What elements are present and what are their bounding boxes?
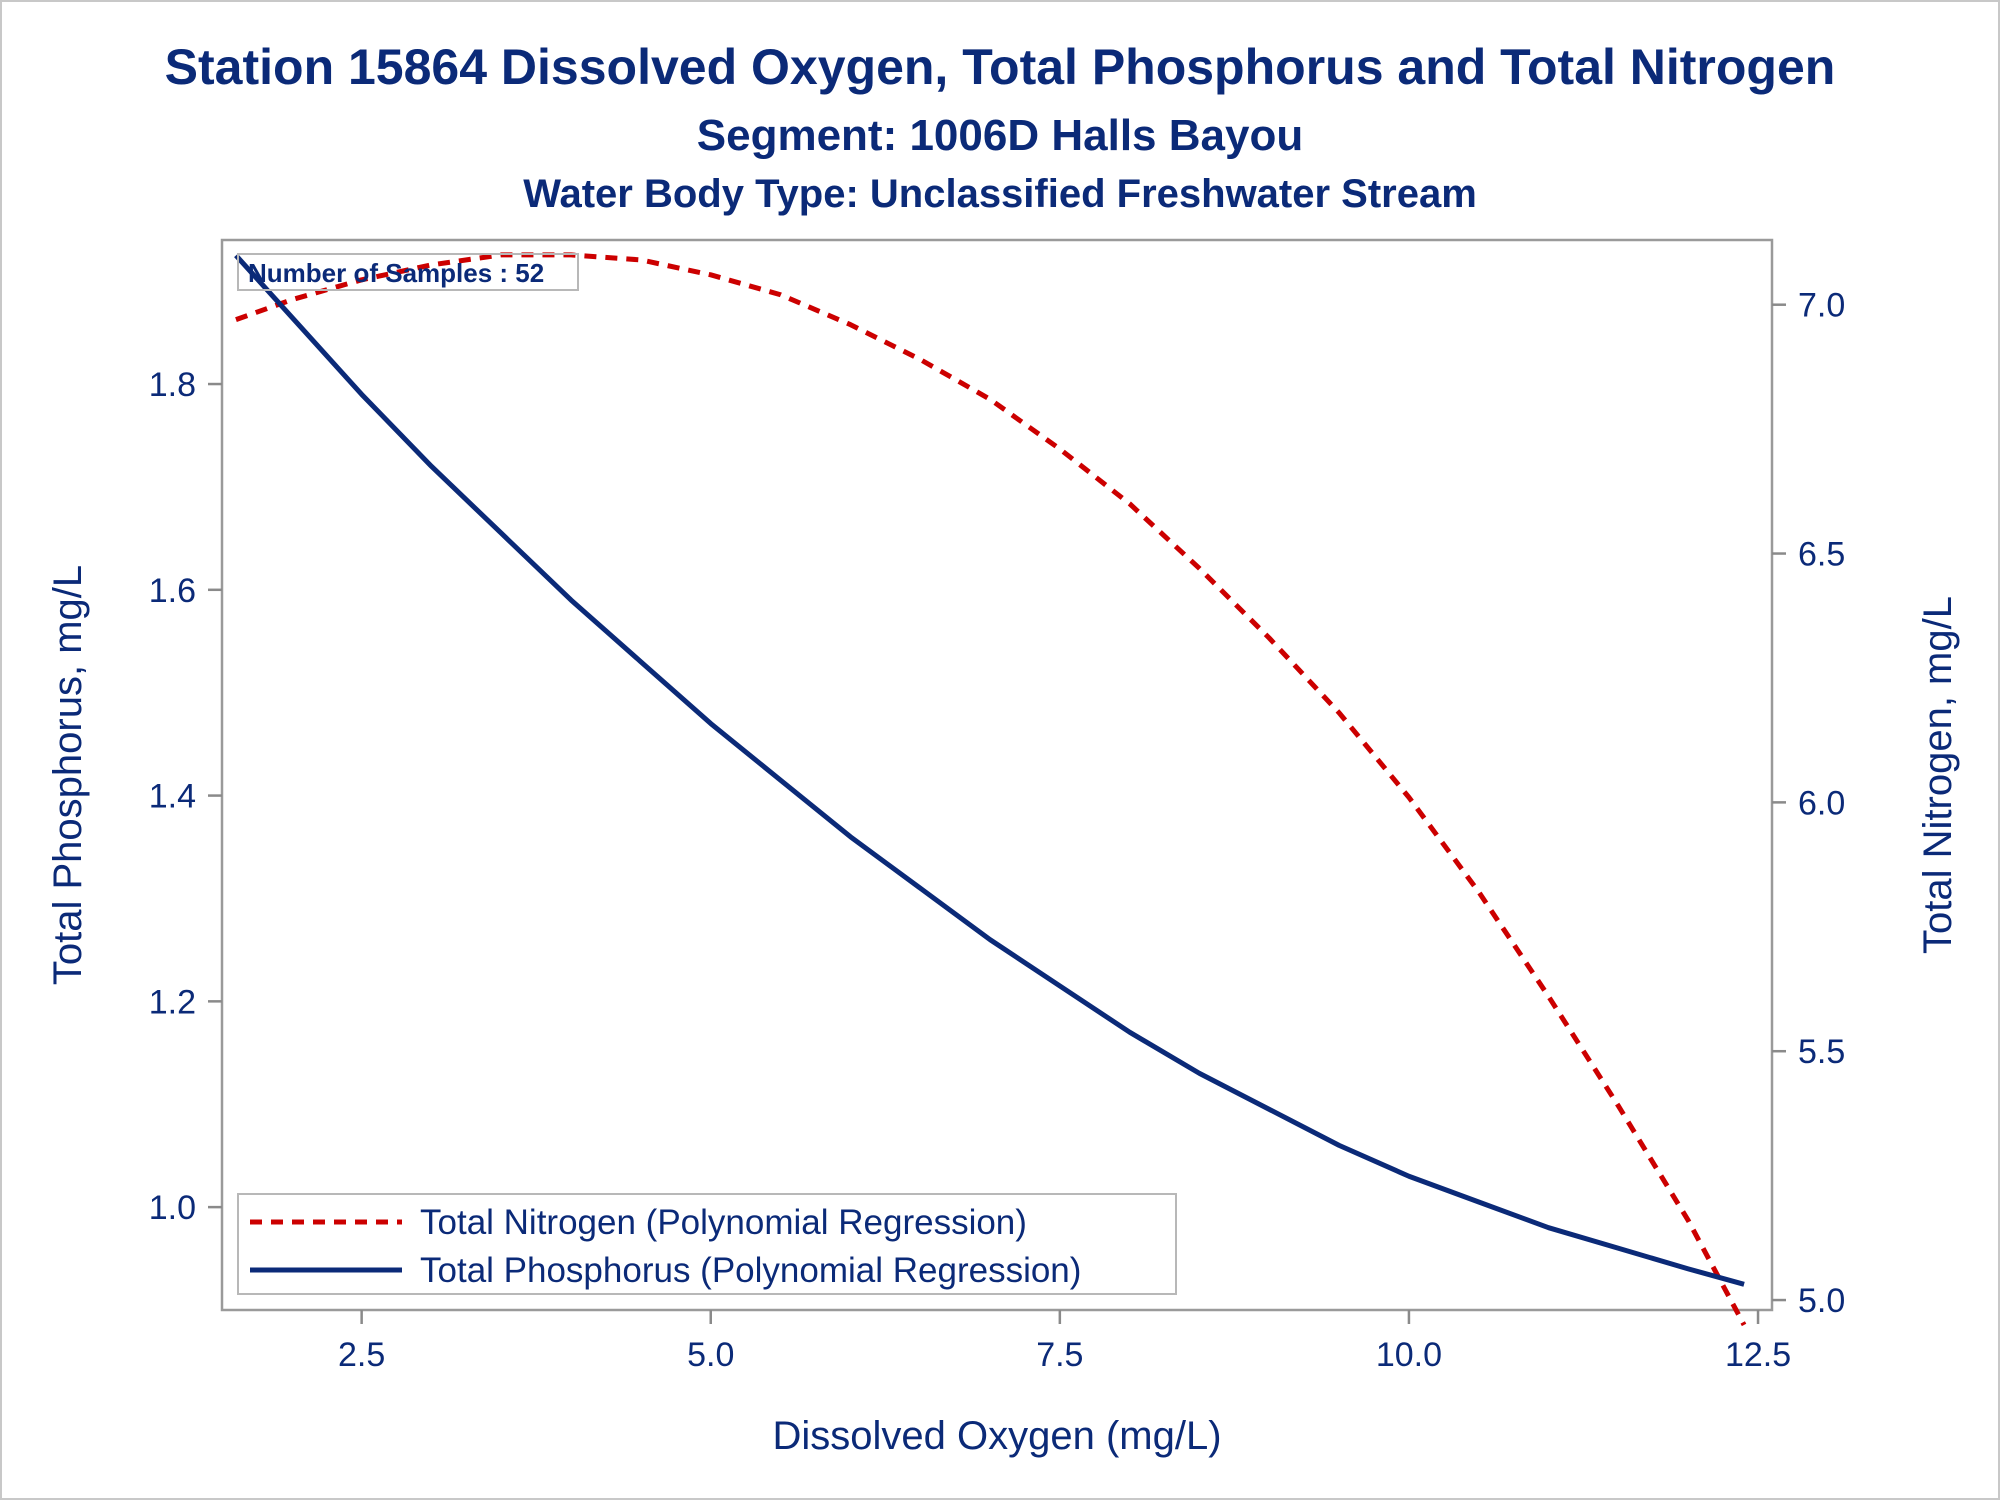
legend-box (237, 1193, 1177, 1295)
legend-label-phosphorus: Total Phosphorus (Polynomial Regression) (420, 1251, 1081, 1290)
y-tick-label: 1.4 (149, 778, 196, 816)
chart-subtitle: Segment: 1006D Halls Bayou (697, 111, 1303, 160)
series-layer (234, 252, 1747, 1327)
x-tick-label: 10.0 (1376, 1336, 1442, 1374)
x-tick-label: 12.5 (1725, 1336, 1791, 1374)
legend: Total Nitrogen (Polynomial Regression) T… (237, 1193, 1177, 1295)
x-axis: 2.5 5.0 7.5 10.0 12.5 (338, 1310, 1791, 1374)
y2-tick-label: 5.5 (1798, 1033, 1845, 1071)
x-tick-label: 2.5 (338, 1336, 385, 1374)
chart-subtitle-2: Water Body Type: Unclassified Freshwater… (523, 172, 1477, 216)
chart-title: Station 15864 Dissolved Oxygen, Total Ph… (165, 39, 1836, 95)
x-tick-label: 5.0 (687, 1336, 734, 1374)
y-tick-label: 1.2 (149, 983, 196, 1021)
sample-count-annotation: Number of Samples : 52 (237, 253, 579, 291)
y-tick-label: 1.6 (149, 572, 196, 610)
y-tick-label: 1.8 (149, 366, 196, 404)
y2-tick-label: 7.0 (1798, 287, 1845, 325)
series-line-phosphorus (234, 253, 1745, 1287)
legend-label-nitrogen: Total Nitrogen (Polynomial Regression) (420, 1203, 1027, 1242)
y-axis-label: Total Phosphorus, mg/L (46, 565, 90, 985)
y-tick-label: 1.0 (149, 1189, 196, 1227)
y2-tick-label: 6.0 (1798, 784, 1845, 822)
x-axis-label: Dissolved Oxygen (mg/L) (772, 1414, 1221, 1458)
sample-count-text: Number of Samples : 52 (248, 258, 544, 288)
plot-area (220, 238, 1774, 1312)
y-axis-left: 1.0 1.2 1.4 1.6 1.8 (149, 366, 222, 1227)
y2-tick-label: 6.5 (1798, 536, 1845, 574)
y-axis-right: 5.0 5.5 6.0 6.5 7.0 (1772, 287, 1845, 1320)
y2-tick-label: 5.0 (1798, 1282, 1845, 1320)
x-tick-label: 7.5 (1036, 1336, 1083, 1374)
y2-axis-label: Total Nitrogen, mg/L (1916, 596, 1960, 954)
